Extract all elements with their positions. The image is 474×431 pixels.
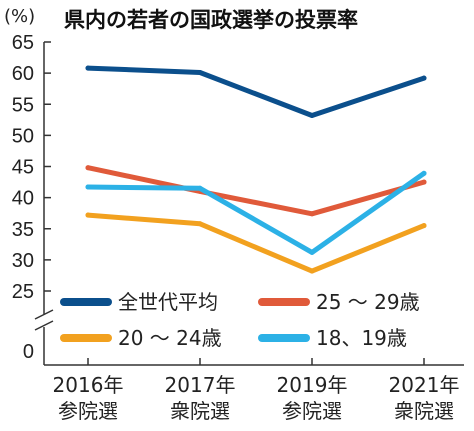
series-line-3 — [85, 170, 427, 255]
data-point — [85, 65, 91, 71]
x-tick-label: 参院選 — [282, 399, 342, 423]
data-point — [309, 249, 315, 255]
data-point — [421, 179, 427, 185]
y-tick-label-zero: 0 — [23, 341, 34, 363]
x-tick-label: 2017年 — [165, 373, 236, 397]
y-ticks: 65 60 55 50 45 40 35 30 25 — [12, 32, 51, 303]
legend: 全世代平均 25 ～ 29歳 20 ～ 24歳 18、19歳 — [60, 290, 420, 350]
y-tick-label: 65 — [12, 32, 34, 54]
legend-label: 18、19歳 — [316, 326, 407, 350]
x-tick-label: 参院選 — [58, 399, 118, 423]
legend-label: 25 ～ 29歳 — [316, 290, 420, 314]
y-tick-label: 30 — [12, 250, 34, 272]
chart-title: 県内の若者の国政選挙の投票率 — [64, 8, 358, 32]
y-tick-label: 50 — [12, 125, 34, 147]
data-point — [421, 170, 427, 176]
series-line-1 — [85, 165, 427, 217]
x-tick-label: 2021年 — [389, 373, 460, 397]
y-tick-label: 40 — [12, 188, 34, 210]
series-line-0 — [85, 65, 427, 118]
data-point — [309, 211, 315, 217]
data-point — [85, 212, 91, 218]
data-point — [197, 70, 203, 76]
data-point — [85, 184, 91, 190]
x-tick-label: 2019年 — [277, 373, 348, 397]
y-tick-label: 25 — [12, 281, 34, 303]
data-point — [421, 223, 427, 229]
x-tick-label: 衆院選 — [394, 399, 454, 423]
data-point — [309, 268, 315, 274]
series-lines — [85, 65, 427, 274]
y-tick-label: 45 — [12, 157, 34, 179]
data-point — [421, 75, 427, 81]
y-tick-label: 55 — [12, 94, 34, 116]
axis-break-mark-bottom — [34, 320, 54, 331]
axis-break-mark-top — [34, 309, 54, 320]
data-point — [197, 221, 203, 227]
data-point — [309, 112, 315, 118]
y-tick-label: 60 — [12, 63, 34, 85]
y-unit-label: (%) — [4, 6, 35, 27]
x-tick-label: 衆院選 — [170, 399, 230, 423]
x-tick-label: 2016年 — [53, 373, 124, 397]
legend-label: 20 ～ 24歳 — [118, 326, 222, 350]
series-line-2 — [85, 212, 427, 274]
data-point — [197, 185, 203, 191]
data-point — [85, 165, 91, 171]
legend-label: 全世代平均 — [118, 290, 218, 314]
y-tick-label: 35 — [12, 219, 34, 241]
